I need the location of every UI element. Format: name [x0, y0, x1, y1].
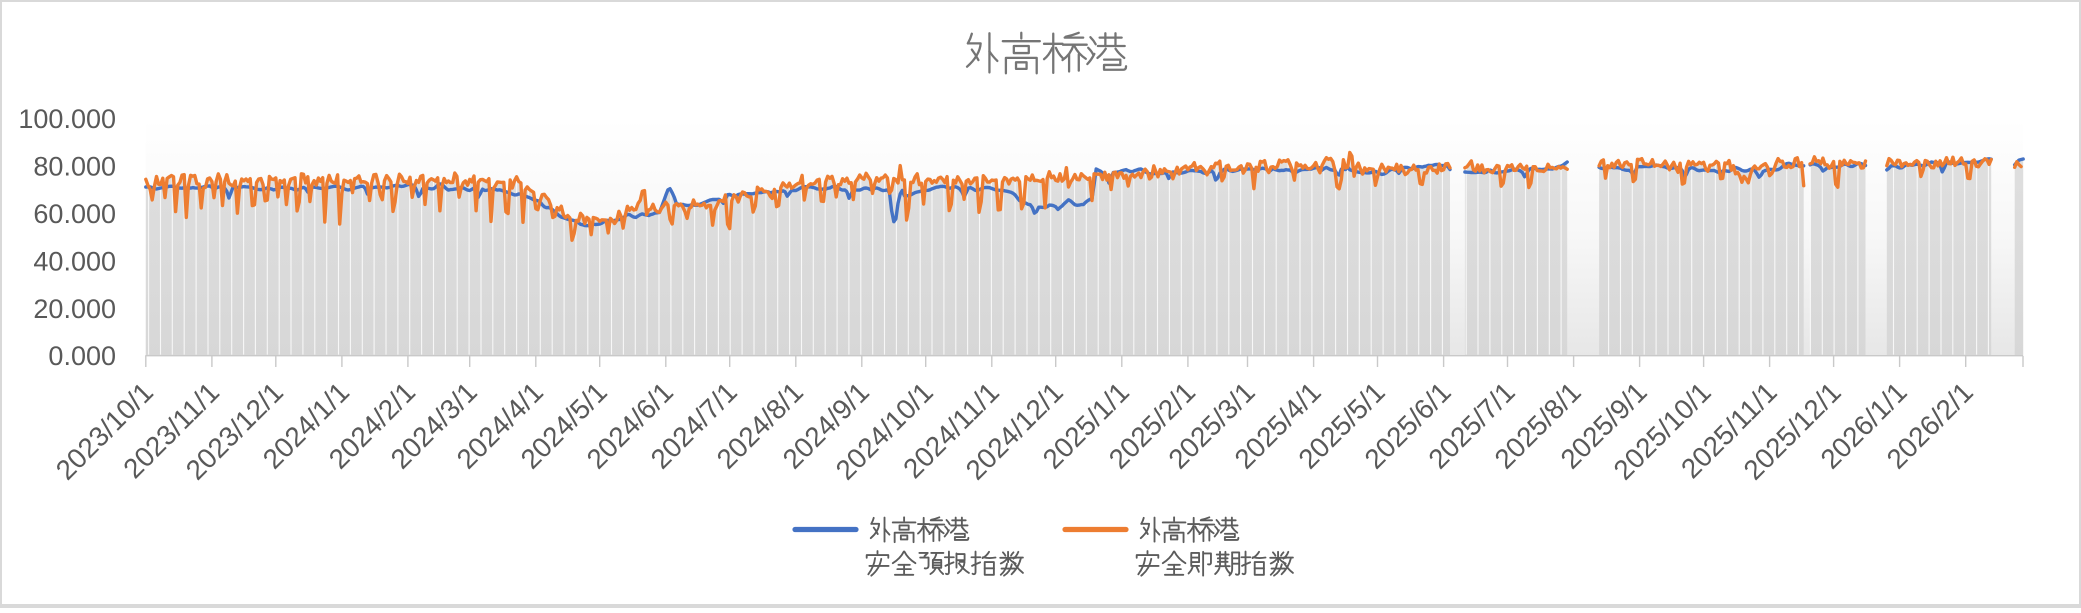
- svg-text:100.000: 100.000: [18, 104, 116, 134]
- svg-text:60.000: 60.000: [33, 199, 116, 229]
- svg-text:80.000: 80.000: [33, 152, 116, 182]
- svg-text:40.000: 40.000: [33, 246, 116, 276]
- svg-text:0.000: 0.000: [48, 341, 116, 371]
- svg-text:20.000: 20.000: [33, 294, 116, 324]
